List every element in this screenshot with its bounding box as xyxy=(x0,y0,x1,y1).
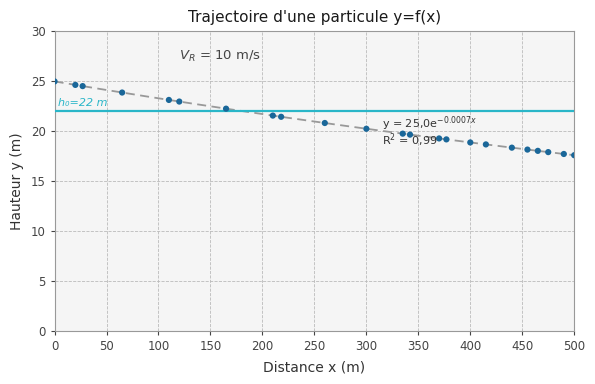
Title: Trajectoire d'une particule y=f(x): Trajectoire d'une particule y=f(x) xyxy=(188,10,441,25)
Point xyxy=(78,83,87,89)
Point xyxy=(221,106,231,112)
Point xyxy=(533,148,543,154)
Point xyxy=(522,147,532,153)
Point xyxy=(559,151,569,157)
Point xyxy=(117,89,127,96)
Text: y = 25,0e$^{-0.0007x}$: y = 25,0e$^{-0.0007x}$ xyxy=(382,115,477,133)
Point xyxy=(50,78,60,84)
Point xyxy=(507,145,516,151)
Text: $V_R$ = 10 m/s: $V_R$ = 10 m/s xyxy=(179,49,261,64)
Y-axis label: Hauteur y (m): Hauteur y (m) xyxy=(10,132,24,230)
Point xyxy=(465,139,475,146)
Point xyxy=(481,141,491,147)
Point xyxy=(276,114,286,120)
Point xyxy=(569,152,579,158)
Point xyxy=(164,97,174,103)
Point xyxy=(543,149,553,155)
Point xyxy=(405,132,415,138)
X-axis label: Distance x (m): Distance x (m) xyxy=(264,360,365,374)
Text: R$^2$ = 0,99: R$^2$ = 0,99 xyxy=(382,132,437,149)
Text: h₀=22 m: h₀=22 m xyxy=(58,98,107,108)
Point xyxy=(71,82,80,88)
Point xyxy=(362,126,371,132)
Point xyxy=(268,113,278,119)
Point xyxy=(398,131,408,137)
Point xyxy=(441,136,451,142)
Point xyxy=(174,98,184,104)
Point xyxy=(320,120,330,126)
Point xyxy=(434,136,444,142)
